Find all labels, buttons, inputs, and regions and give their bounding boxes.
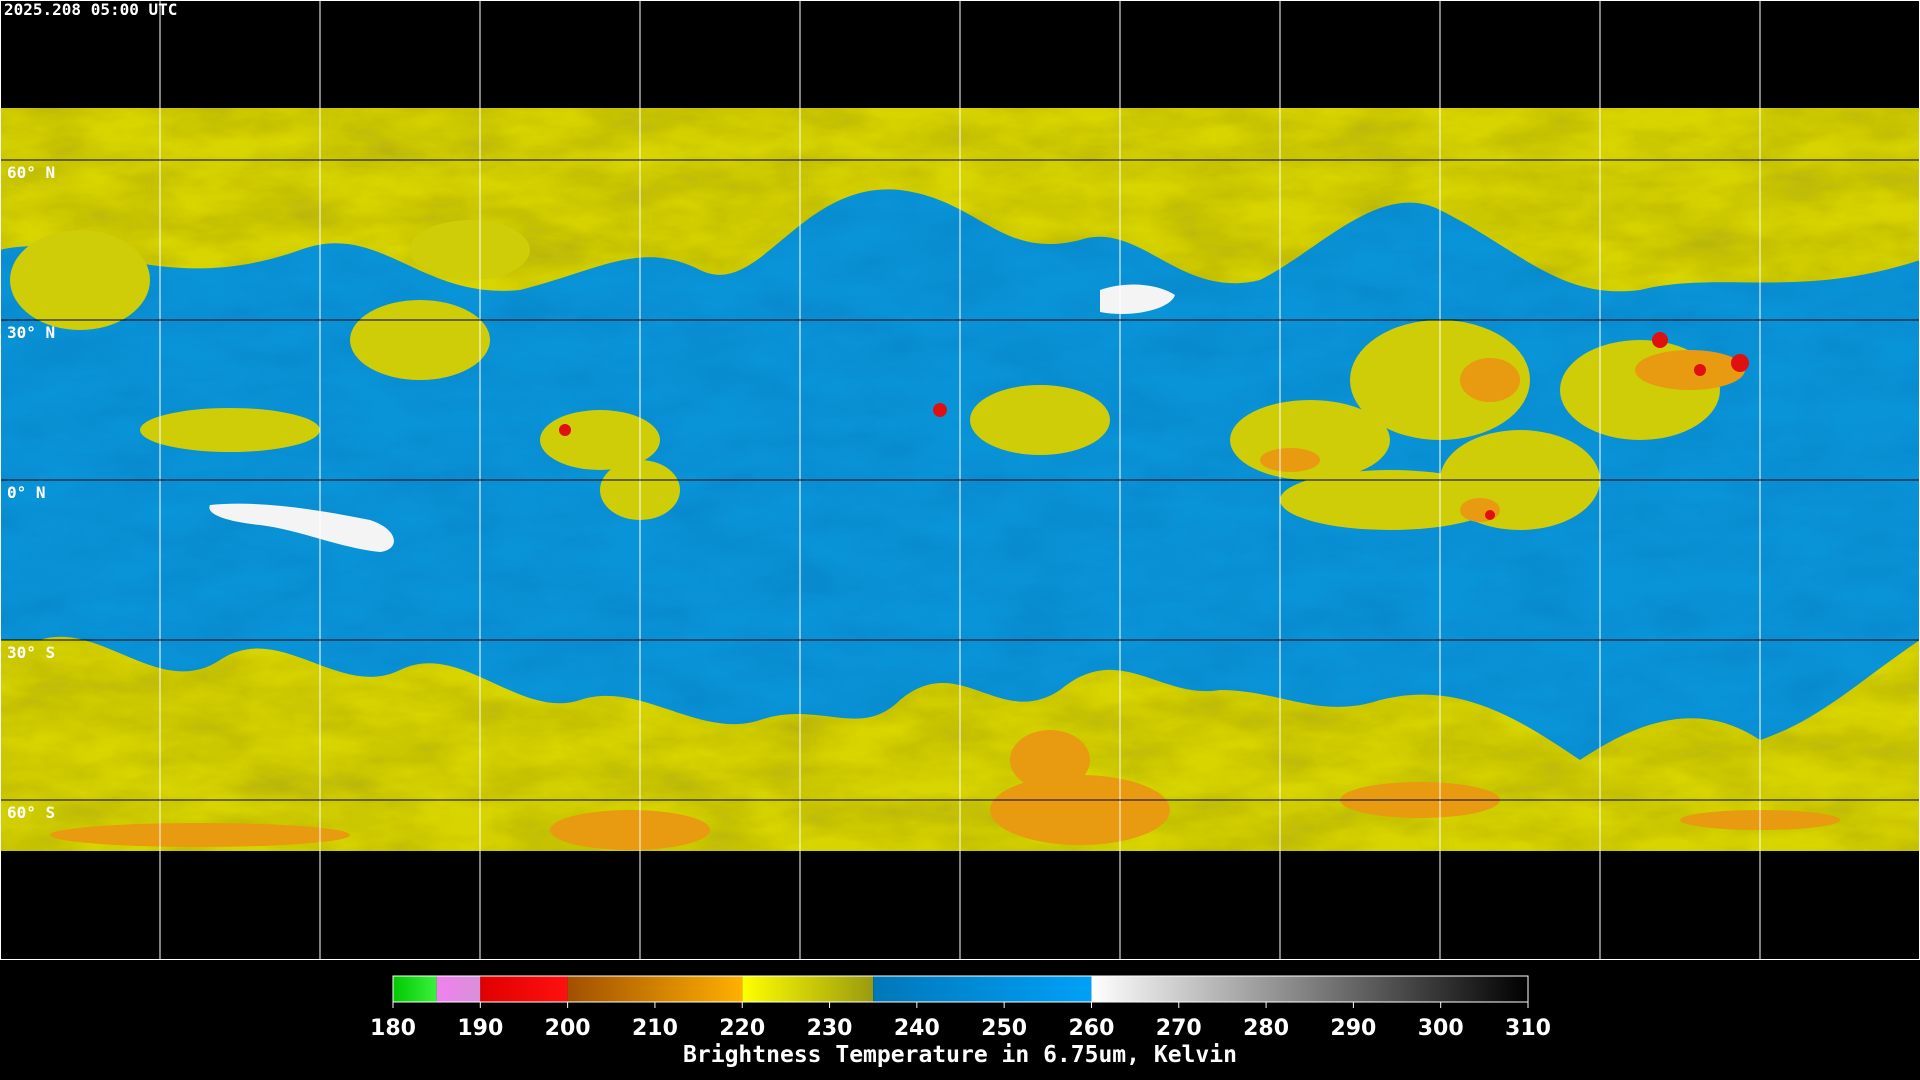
coldest-cloud-tops bbox=[559, 332, 1749, 520]
colorbar-tick-label: 300 bbox=[1418, 1016, 1464, 1041]
colorbar-segment bbox=[567, 976, 743, 1002]
colorbar-segment bbox=[480, 976, 568, 1002]
latitude-label: 0° N bbox=[7, 483, 46, 502]
latitude-label: 60° N bbox=[7, 163, 55, 182]
colorbar-tick-label: 230 bbox=[807, 1016, 853, 1041]
colorbar-tick-label: 220 bbox=[719, 1016, 765, 1041]
latitude-label: 60° S bbox=[7, 803, 55, 822]
colorbar-tick-label: 200 bbox=[545, 1016, 591, 1041]
colorbar-tick-label: 290 bbox=[1330, 1016, 1376, 1041]
timestamp: 2025.208 05:00 UTC bbox=[4, 0, 177, 19]
colorbar-tick-label: 270 bbox=[1156, 1016, 1202, 1041]
colorbar-segment bbox=[873, 976, 1092, 1002]
colorbar-tick-label: 260 bbox=[1068, 1016, 1114, 1041]
colorbar-tick-label: 190 bbox=[457, 1016, 503, 1041]
latitude-label: 30° S bbox=[7, 643, 55, 662]
colorbar-segment bbox=[1091, 976, 1528, 1002]
colorbar-segment bbox=[436, 976, 481, 1002]
colorbar-tick-label: 250 bbox=[981, 1016, 1027, 1041]
latitude-label: 30° N bbox=[7, 323, 55, 342]
colorbar-tick-label: 240 bbox=[894, 1016, 940, 1041]
graticule: 60° N 30° N 0° N 30° S 60° S bbox=[0, 0, 1920, 960]
warm-dry-areas bbox=[209, 284, 1175, 552]
colorbar-frame bbox=[392, 975, 1529, 1003]
colorbar: 180 190 200 210 220 230 240 250 260 270 280 290 300 3… bbox=[370, 975, 1551, 1041]
colorbar-tick-label: 210 bbox=[632, 1016, 678, 1041]
colorbar-tick-label: 310 bbox=[1505, 1016, 1551, 1041]
colorbar-tick-label: 280 bbox=[1243, 1016, 1289, 1041]
colorbar-tick-label: 180 bbox=[370, 1016, 416, 1041]
colorbar-title: Brightness Temperature in 6.75um, Kelvin bbox=[683, 1042, 1237, 1068]
colorbar-segment bbox=[393, 976, 437, 1002]
colorbar-segment bbox=[742, 976, 874, 1002]
